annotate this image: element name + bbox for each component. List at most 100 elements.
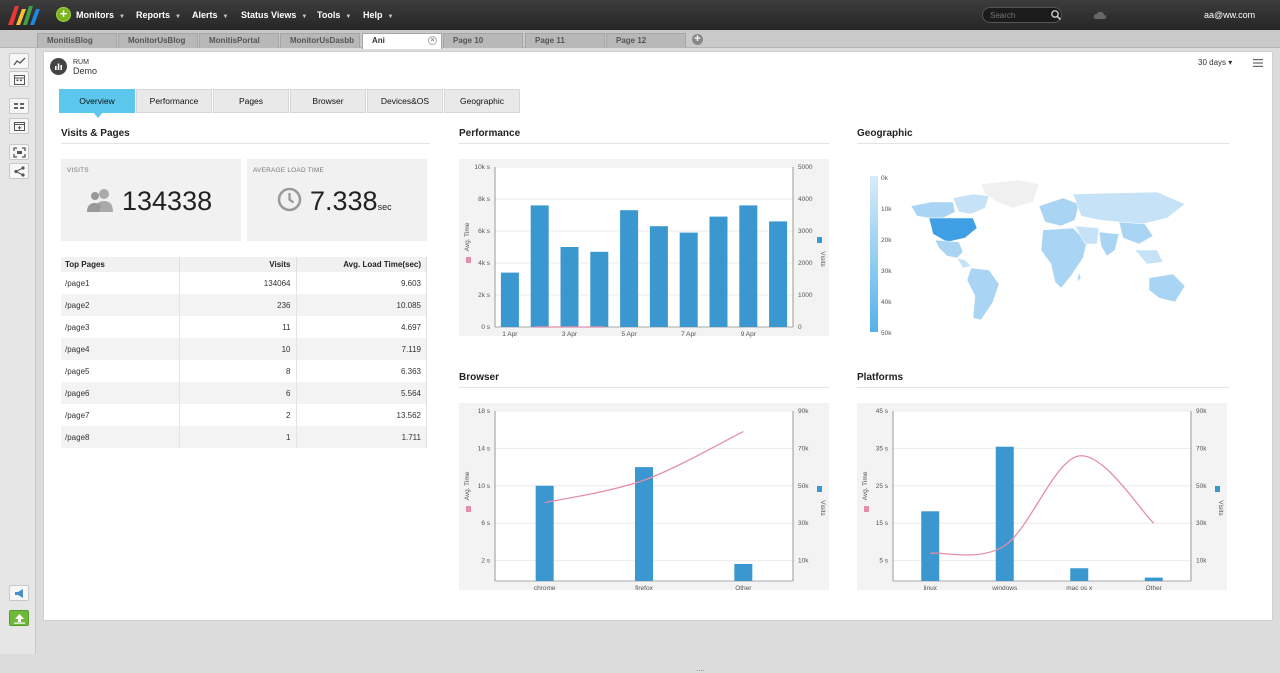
app-logo[interactable] [7, 4, 41, 26]
share-icon [14, 166, 25, 177]
dashboard-tab[interactable]: Page 12 [606, 33, 686, 48]
table-row[interactable]: /page4 10 7.119 [61, 338, 427, 360]
table-row[interactable]: /page5 8 6.363 [61, 360, 427, 382]
top-pages-table: Top Pages Visits Avg. Load Time(sec) /pa… [61, 257, 427, 448]
user-menu[interactable]: aa@ww.com [1204, 10, 1256, 20]
fullscreen-button[interactable] [9, 144, 29, 160]
dashboard-tab[interactable]: MonitisPortal [199, 33, 279, 48]
visits-bar [530, 205, 549, 327]
y-tick-label: 25 s [876, 483, 889, 490]
avg-time-line [544, 430, 744, 504]
col-header-visits[interactable]: Visits [179, 257, 297, 272]
divider [857, 143, 1229, 144]
load-time-cell: 10.085 [296, 294, 427, 316]
time-range-dropdown[interactable]: 30 days ▾ [1198, 58, 1233, 67]
close-tab-icon[interactable]: × [428, 36, 437, 45]
table-row[interactable]: /page1 134064 9.603 [61, 272, 427, 294]
menu-monitors[interactable]: Monitors ▼ [76, 10, 125, 20]
menu-help[interactable]: Help ▼ [363, 10, 394, 20]
dashboard-tab[interactable]: MonitisBlog [37, 33, 117, 48]
menu-icon[interactable] [1253, 59, 1263, 67]
visits-bar [739, 205, 758, 327]
share-button[interactable] [9, 163, 29, 179]
add-tab-icon[interactable]: + [692, 34, 703, 45]
table-row[interactable]: /page6 6 5.564 [61, 382, 427, 404]
visits-bar [535, 485, 554, 581]
chart-tool-button[interactable] [9, 53, 29, 69]
page-cell: /page7 [61, 404, 180, 426]
load-time-cell: 7.119 [296, 338, 427, 360]
calendar-tool-button[interactable] [9, 71, 29, 87]
y-tick-label: 5 s [879, 558, 888, 565]
dashboard-tab[interactable]: MonitorUsDasbb [280, 33, 360, 48]
y2-tick-label: 10k [1196, 558, 1207, 565]
upload-button[interactable] [9, 610, 29, 626]
add-monitor-icon[interactable]: + [56, 7, 71, 22]
x-tick-label: 1 Apr [502, 331, 518, 338]
world-map[interactable]: 0k 10k 20k 30k 40k 50k [867, 172, 1207, 337]
table-row[interactable]: /page7 2 13.562 [61, 404, 427, 426]
layout-tool-button[interactable] [9, 98, 29, 114]
search-icon[interactable] [1050, 9, 1062, 21]
performance-chart[interactable]: 0 s 2k s 4k s 6k s 8k s 10k s 0 1000 2000 3000 400… [459, 159, 829, 339]
menu-tools[interactable]: Tools ▼ [317, 10, 352, 20]
load-time-unit: sec [377, 202, 392, 212]
y2-tick-label: 30k [1196, 520, 1207, 527]
avg-time-legend-swatch [466, 257, 471, 263]
col-header-top-pages[interactable]: Top Pages [61, 257, 180, 272]
table-row[interactable]: /page8 1 1.711 [61, 426, 427, 448]
y-tick-label: 0 s [481, 324, 490, 331]
tab-pages[interactable]: Pages [213, 89, 289, 113]
y2-tick-label: 30k [798, 520, 809, 527]
browser-chart[interactable]: 2 s 6 s 10 s 14 s 18 s 10k 30k 50k 70k 90k Avg. Ti… [459, 403, 829, 593]
x-tick-label: Other [1146, 585, 1163, 592]
search-input[interactable] [982, 7, 1062, 23]
visits-cell: 1 [179, 426, 297, 448]
visits-bar [590, 251, 609, 327]
dashboard-tab-active[interactable]: Ani × [362, 33, 442, 49]
resize-handle[interactable]: .... [696, 664, 705, 673]
y2-tick-label: 90k [798, 408, 809, 415]
visits-legend-swatch [817, 237, 822, 243]
load-time-cell: 1.711 [296, 426, 427, 448]
tab-overview[interactable]: Overview [59, 89, 135, 118]
y-tick-label: 8k s [478, 196, 491, 203]
menu-alerts[interactable]: Alerts ▼ [192, 10, 229, 20]
y2-tick-label: 90k [1196, 408, 1207, 415]
map-legend-label: 0k [881, 175, 889, 182]
tab-devices-os[interactable]: Devices&OS [367, 89, 443, 113]
visits-cell: 134064 [179, 272, 297, 294]
dashboard-tab[interactable]: Page 10 [443, 33, 523, 48]
dashboard-tab[interactable]: MonitorUsBlog [118, 33, 198, 48]
geographic-title: Geographic [857, 128, 913, 139]
tab-performance[interactable]: Performance [136, 89, 212, 113]
tab-browser[interactable]: Browser [290, 89, 366, 113]
menu-status-views[interactable]: Status Views ▼ [241, 10, 308, 20]
y-tick-label: 4k s [478, 260, 491, 267]
visits-bar [709, 216, 728, 327]
cloud-icon[interactable] [1093, 10, 1107, 20]
y-axis-title: Avg. Time [862, 471, 869, 500]
visits-label: VISITS [67, 167, 89, 174]
page-cell: /page8 [61, 426, 180, 448]
platforms-chart[interactable]: 5 s 15 s 25 s 35 s 45 s 10k 30k 50k 70k 90k Avg. T… [857, 403, 1227, 593]
x-tick-label: 5 Apr [622, 331, 638, 338]
page-cell: /page5 [61, 360, 180, 382]
visits-bar [635, 467, 653, 581]
x-tick-label: chrome [534, 585, 556, 592]
countries [910, 179, 1186, 321]
table-row[interactable]: /page3 11 4.697 [61, 316, 427, 338]
visits-bar [620, 210, 639, 327]
announce-button[interactable] [9, 585, 29, 601]
y-tick-label: 10k s [474, 164, 490, 171]
y2-axis-title: Visits [819, 500, 826, 516]
table-row[interactable]: /page2 236 10.085 [61, 294, 427, 316]
visits-bar [769, 221, 788, 327]
tab-geographic[interactable]: Geographic [444, 89, 520, 113]
menu-reports[interactable]: Reports ▼ [136, 10, 181, 20]
monitor-type-label: RUM [73, 59, 89, 66]
dashboard-tab[interactable]: Page 11 [525, 33, 605, 48]
visits-legend-swatch [1215, 486, 1220, 492]
col-header-load-time[interactable]: Avg. Load Time(sec) [296, 257, 427, 272]
add-widget-button[interactable] [9, 118, 29, 134]
